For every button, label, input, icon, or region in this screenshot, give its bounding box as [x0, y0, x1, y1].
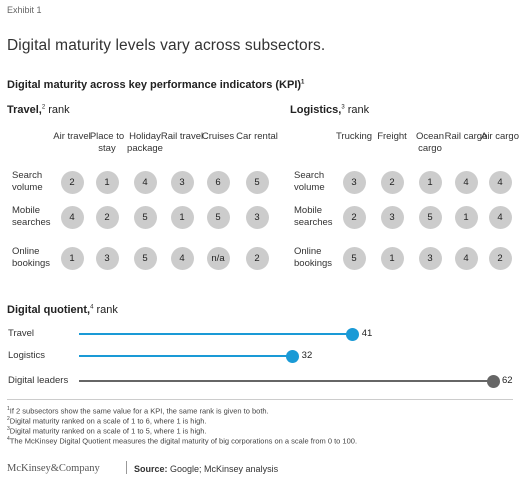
dq-bar-end-dot: [486, 374, 500, 388]
travel-rank-circle: 6: [206, 170, 230, 194]
travel-rank-circle: 1: [170, 205, 194, 229]
logistics-rank-circle: 1: [454, 205, 478, 229]
dq-value-label: 41: [361, 328, 373, 339]
footnote-text: Digital maturity ranked on a scale of 1 …: [9, 416, 207, 426]
logistics-rank-circle: 4: [488, 170, 512, 194]
travel-heading-text: Travel,: [7, 104, 42, 116]
travel-rank-circle: 3: [95, 246, 119, 270]
travel-rank-text: rank: [45, 104, 70, 116]
brand-divider: [126, 461, 127, 474]
travel-column-header: Rail travel: [160, 131, 204, 142]
dq-value-label: 32: [301, 350, 313, 361]
logistics-column-header: Freight: [377, 131, 407, 142]
logistics-rank-circle: 3: [342, 170, 366, 194]
kpi-subtitle-text: Digital maturity across key performance …: [7, 79, 302, 91]
footnote-text: The McKinsey Digital Quotient measures t…: [9, 436, 358, 446]
logistics-rank-circle: 3: [418, 246, 442, 270]
travel-rank-circle: 3: [245, 205, 269, 229]
dq-bar-end-dot: [286, 349, 300, 363]
dq-series-label: Digital leaders: [8, 375, 69, 386]
travel-rank-circle: n/a: [206, 246, 230, 270]
travel-rank-circle: 1: [95, 170, 119, 194]
travel-row-label: Online bookings: [12, 246, 51, 269]
source-label: Source:: [134, 464, 168, 474]
travel-column-header: Cruises: [201, 131, 235, 142]
footnote: 3Digital maturity ranked on a scale of 1…: [7, 424, 207, 437]
exhibit-label: Exhibit 1: [7, 5, 42, 15]
logistics-footnote-mark: 3: [341, 104, 345, 111]
logistics-column-header: Trucking: [335, 131, 373, 142]
logistics-row-label: Online bookings: [294, 246, 333, 269]
kpi-subtitle: Digital maturity across key performance …: [7, 79, 304, 91]
travel-row-label: Mobile searches: [12, 205, 51, 228]
logistics-rank-circle: 4: [454, 246, 478, 270]
dq-bar-end-dot: [346, 327, 360, 341]
footnote-mark: 4: [7, 436, 10, 442]
travel-rank-circle: 4: [170, 246, 194, 270]
dq-rank-text: rank: [93, 304, 118, 316]
travel-row-label: Search volume: [12, 170, 43, 193]
travel-rank-circle: 5: [245, 170, 269, 194]
footnote-text: If 2 subsectors show the same value for …: [9, 406, 269, 416]
travel-heading: Travel,2 rank: [7, 104, 70, 116]
travel-column-header: Place to stay: [89, 131, 125, 154]
travel-footnote-mark: 2: [41, 104, 46, 111]
logistics-column-header: Air cargo: [480, 131, 519, 142]
page-title: Digital maturity levels vary across subs…: [7, 37, 326, 54]
logistics-row-label: Mobile searches: [294, 205, 333, 228]
dq-footnote-mark: 4: [90, 304, 94, 311]
footnote-text: Digital maturity ranked on a scale of 1 …: [9, 426, 207, 436]
logistics-rank-circle: 3: [380, 205, 404, 229]
travel-rank-circle: 2: [95, 205, 119, 229]
brand-logo: McKinsey&Company: [7, 463, 100, 474]
logistics-heading: Logistics,3 rank: [290, 104, 369, 116]
footnote: 4The McKinsey Digital Quotient measures …: [7, 434, 357, 447]
footnote-mark: 3: [7, 426, 10, 432]
logistics-column-header: Rail cargo: [444, 131, 488, 142]
travel-column-header: Air travel: [53, 131, 91, 142]
kpi-subtitle-footnote-mark: 1: [301, 79, 305, 86]
logistics-rank-circle: 2: [342, 205, 366, 229]
logistics-row-label: Search volume: [294, 170, 325, 193]
logistics-rank-circle: 5: [418, 205, 442, 229]
footnote: 1If 2 subsectors show the same value for…: [7, 404, 269, 417]
dq-value-label: 62: [502, 375, 513, 386]
logistics-rank-circle: 4: [488, 205, 512, 229]
travel-column-header: Car rental: [236, 131, 278, 142]
logistics-rank-text: rank: [344, 104, 370, 116]
dq-series-label: Travel: [8, 328, 35, 339]
source-note: Source: Google; McKinsey analysis: [134, 464, 278, 474]
logistics-rank-circle: 1: [380, 246, 404, 270]
travel-rank-circle: 5: [133, 246, 157, 270]
footnote-mark: 1: [7, 406, 10, 412]
dq-bar-line: [79, 333, 353, 335]
source-text: Google; McKinsey analysis: [167, 464, 279, 474]
travel-rank-circle: 5: [133, 205, 157, 229]
dq-heading: Digital quotient,4 rank: [7, 304, 118, 316]
dq-series-label: Logistics: [8, 350, 45, 361]
travel-rank-circle: 5: [206, 205, 230, 229]
logistics-rank-circle: 4: [454, 170, 478, 194]
logistics-rank-circle: 2: [488, 246, 512, 270]
travel-rank-circle: 3: [170, 170, 194, 194]
dq-bar-line: [79, 355, 293, 357]
dq-heading-text: Digital quotient,: [7, 304, 91, 316]
footnote-mark: 2: [7, 416, 10, 422]
travel-rank-circle: 2: [60, 170, 84, 194]
logistics-column-header: Ocean cargo: [416, 131, 444, 154]
logistics-heading-text: Logistics,: [290, 104, 342, 116]
travel-rank-circle: 1: [60, 246, 84, 270]
dq-bar-line: [79, 380, 493, 382]
travel-column-header: Holiday package: [127, 131, 163, 154]
travel-rank-circle: 4: [60, 205, 84, 229]
footnote-divider: [7, 399, 513, 400]
logistics-rank-circle: 5: [342, 246, 366, 270]
travel-rank-circle: 4: [133, 170, 157, 194]
logistics-rank-circle: 2: [380, 170, 404, 194]
footnote: 2Digital maturity ranked on a scale of 1…: [7, 414, 207, 427]
travel-rank-circle: 2: [245, 246, 269, 270]
logistics-rank-circle: 1: [418, 170, 442, 194]
